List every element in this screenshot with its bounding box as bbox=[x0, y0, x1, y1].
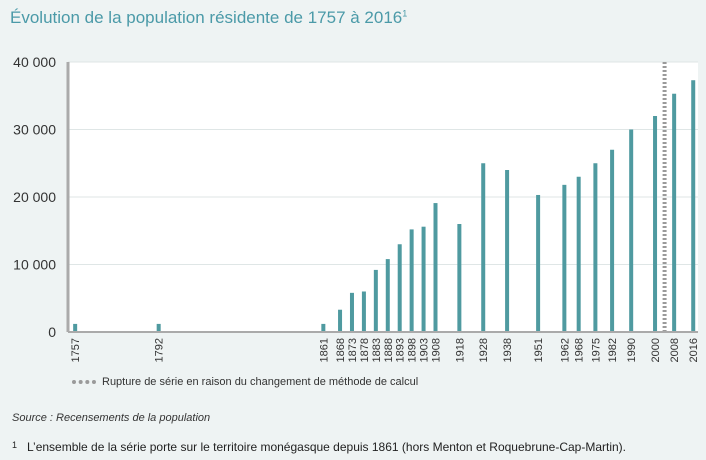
bar bbox=[421, 226, 426, 332]
legend: Rupture de série en raison du changement… bbox=[72, 376, 418, 388]
x-tick-label: 1962 bbox=[559, 338, 571, 362]
bar bbox=[397, 244, 402, 332]
x-tick-label: 1951 bbox=[533, 338, 545, 362]
x-tick-label: 1757 bbox=[70, 338, 82, 362]
x-tick-label: 1982 bbox=[607, 338, 619, 362]
bar bbox=[385, 259, 390, 332]
y-tick-label: 20 000 bbox=[13, 189, 56, 205]
x-tick-label: 1990 bbox=[626, 338, 638, 362]
x-tick-label: 2000 bbox=[650, 338, 662, 362]
legend-label: Rupture de série en raison du changement… bbox=[102, 376, 419, 388]
bar bbox=[536, 194, 541, 332]
bar bbox=[321, 323, 326, 332]
bar bbox=[349, 292, 354, 332]
x-tick-label: 1861 bbox=[318, 338, 330, 362]
x-tick-label: 1975 bbox=[590, 338, 602, 362]
bar bbox=[672, 93, 677, 332]
footnote: 1 L’ensemble de la série porte sur le ter… bbox=[12, 440, 627, 454]
y-tick-label: 40 000 bbox=[13, 54, 56, 70]
x-tick-label: 1908 bbox=[431, 338, 443, 362]
chart-title: Évolution de la population résidente de … bbox=[10, 8, 408, 27]
bar bbox=[629, 129, 634, 332]
source-note: Source : Recensements de la population bbox=[12, 412, 211, 424]
bar bbox=[433, 203, 438, 332]
bar bbox=[576, 176, 581, 332]
y-tick-label: 30 000 bbox=[13, 122, 56, 138]
bar bbox=[156, 323, 161, 332]
bar bbox=[338, 309, 343, 332]
x-tick-label: 2016 bbox=[688, 338, 700, 362]
x-tick-label: 1893 bbox=[395, 338, 407, 362]
bar bbox=[73, 323, 78, 332]
y-tick-label: 0 bbox=[48, 324, 56, 340]
x-tick-label: 1898 bbox=[407, 338, 419, 362]
x-tick-label: 1903 bbox=[419, 338, 431, 362]
bar bbox=[505, 170, 510, 332]
bar bbox=[409, 229, 414, 332]
x-tick-label: 1888 bbox=[383, 338, 395, 362]
bar bbox=[361, 291, 366, 332]
x-tick-label: 1918 bbox=[454, 338, 466, 362]
x-tick-label: 2008 bbox=[669, 338, 681, 362]
x-tick-label: 1968 bbox=[574, 338, 586, 362]
y-tick-label: 10 000 bbox=[13, 257, 56, 273]
bar bbox=[481, 163, 486, 332]
population-chart: 0 10 000 20 000 30 000 40 000 1757 1792 1861 186… bbox=[13, 54, 700, 362]
bar bbox=[691, 80, 696, 332]
bar bbox=[593, 163, 598, 332]
x-tick-label: 1883 bbox=[371, 338, 383, 362]
bar bbox=[457, 224, 462, 332]
bar bbox=[373, 269, 378, 332]
x-tick-label: 1792 bbox=[154, 338, 166, 362]
x-tick-label: 1878 bbox=[359, 338, 371, 362]
bar bbox=[562, 184, 567, 332]
bar bbox=[653, 116, 658, 332]
series-break-legend-icon bbox=[72, 380, 96, 385]
bar bbox=[610, 149, 615, 332]
x-tick-label: 1938 bbox=[502, 338, 514, 362]
x-tick-label: 1868 bbox=[335, 338, 347, 362]
x-tick-label: 1928 bbox=[478, 338, 490, 362]
x-tick-label: 1873 bbox=[347, 338, 359, 362]
